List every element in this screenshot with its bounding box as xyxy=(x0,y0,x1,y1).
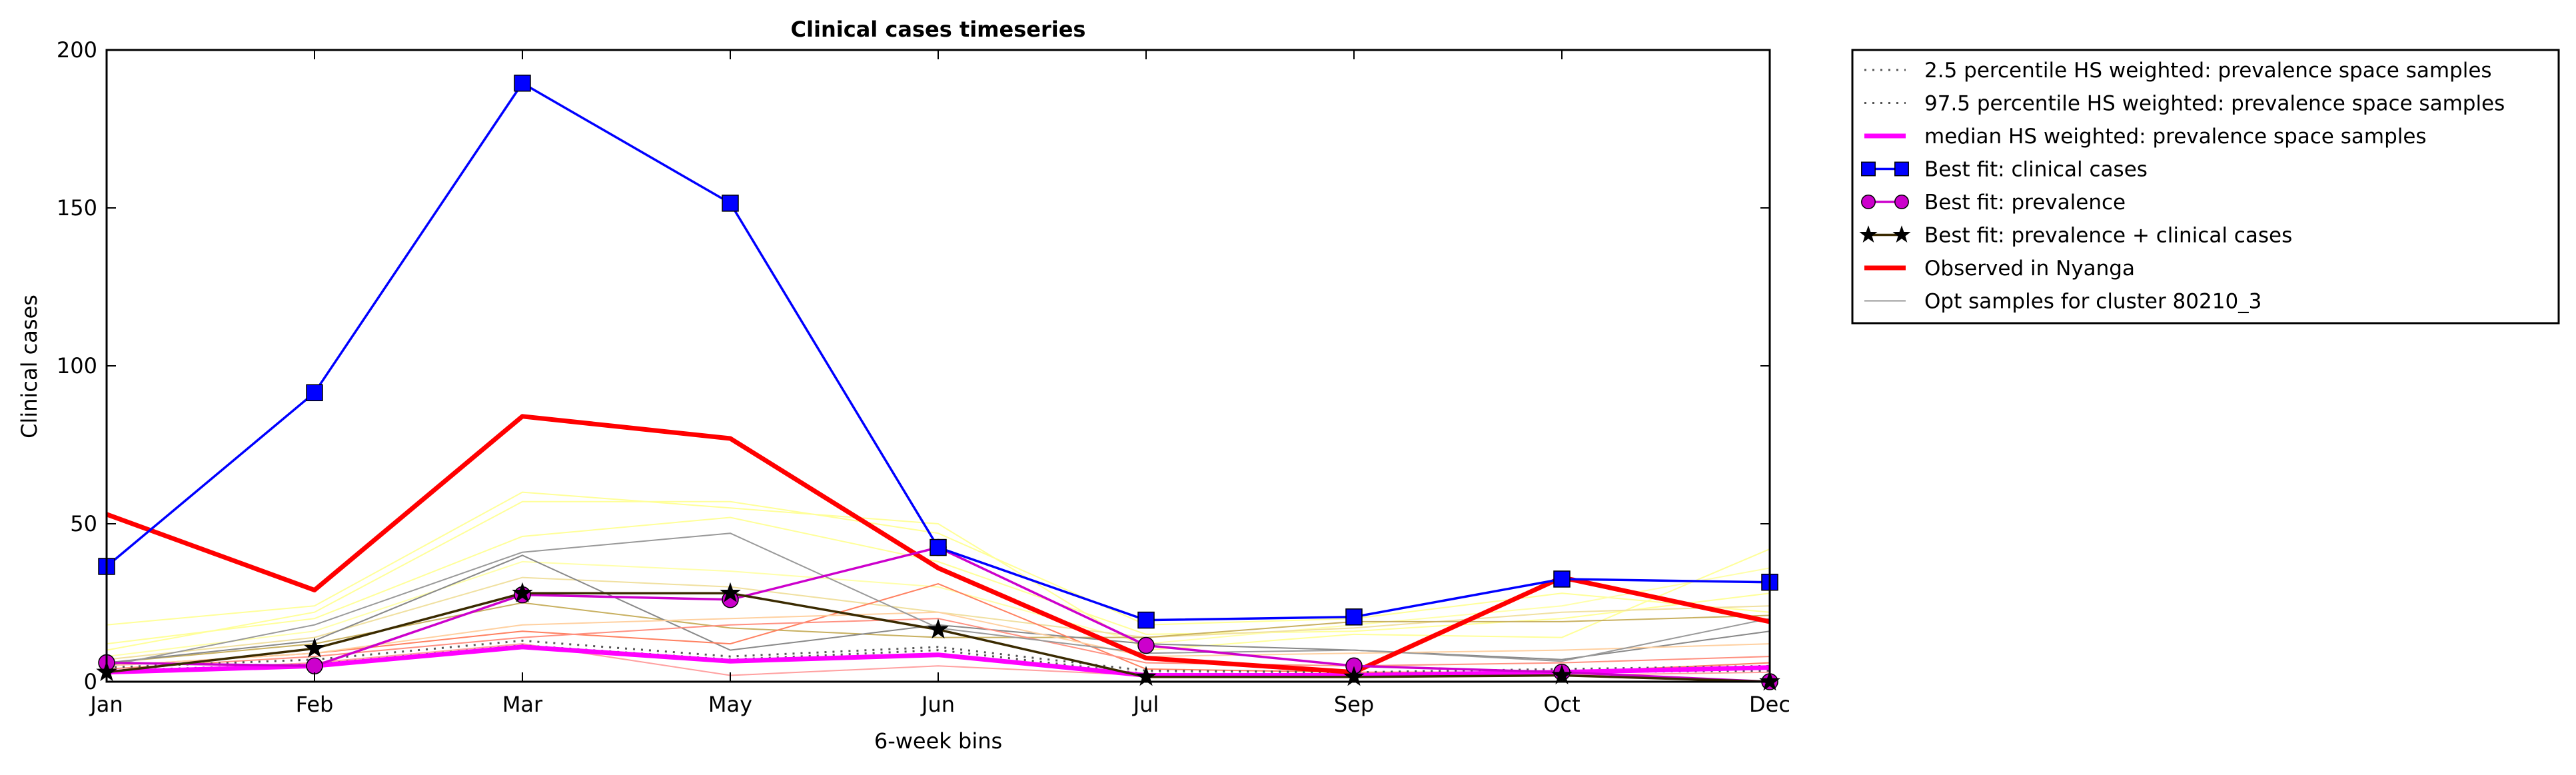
legend-entry-label: Opt samples for cluster 80210_3 xyxy=(1924,290,2261,314)
y-tick-label: 200 xyxy=(57,37,97,63)
opt-sample-line xyxy=(106,611,1770,667)
data-point-best-fit-prevalence-clinical-cases xyxy=(304,637,325,658)
x-tick-label: Mar xyxy=(502,692,543,717)
legend-entry-label: 97.5 percentile HS weighted: prevalence … xyxy=(1924,92,2505,116)
y-tick-label: 150 xyxy=(57,195,97,221)
data-point-best-fit-clinical-cases xyxy=(722,195,739,212)
series-line-97-5-percentile-hs-weighted-prevalence-space-samples xyxy=(106,639,1770,674)
legend-entry-label: median HS weighted: prevalence space sam… xyxy=(1924,125,2427,149)
legend-entry-label: Best fit: prevalence xyxy=(1924,191,2126,215)
x-tick-label: Jun xyxy=(920,692,955,717)
legend-entry-label: 2.5 percentile HS weighted: prevalence s… xyxy=(1924,59,2492,83)
legend: 2.5 percentile HS weighted: prevalence s… xyxy=(1851,49,2560,325)
opt-sample-line xyxy=(106,516,1770,645)
legend-entry-label: Best fit: clinical cases xyxy=(1924,158,2148,182)
legend-marker xyxy=(1894,161,1909,177)
y-axis-label: Clinical cases xyxy=(17,295,42,438)
plot-lines xyxy=(105,82,1770,683)
legend-marker xyxy=(1859,225,1878,243)
y-tick-label: 0 xyxy=(84,669,97,694)
data-point-best-fit-clinical-cases xyxy=(930,538,947,556)
legend-marker xyxy=(1892,225,1911,243)
opt-sample-line xyxy=(106,560,1770,658)
data-point-best-fit-prevalence-clinical-cases xyxy=(720,582,741,602)
data-point-best-fit-prevalence-clinical-cases xyxy=(928,618,949,639)
data-point-best-fit-prevalence xyxy=(1137,636,1155,654)
data-point-best-fit-prevalence-clinical-cases xyxy=(512,582,533,602)
x-tick-label: Jul xyxy=(1132,692,1159,717)
y-tick-label: 50 xyxy=(70,511,97,536)
series-line-observed-in-nyanga xyxy=(105,414,1770,675)
legend-marker xyxy=(1894,195,1909,209)
x-tick-label: May xyxy=(708,692,752,717)
data-point-best-fit-clinical-cases xyxy=(1345,608,1363,626)
x-tick-label: Dec xyxy=(1749,692,1790,717)
x-tick-label: Jan xyxy=(89,692,123,717)
data-point-best-fit-clinical-cases xyxy=(1137,611,1155,629)
x-axis-label: 6-week bins xyxy=(874,728,1002,754)
data-point-best-fit-clinical-cases xyxy=(306,384,323,402)
data-point-best-fit-clinical-cases xyxy=(514,75,531,92)
x-tick-label: Sep xyxy=(1334,692,1374,717)
legend-marker xyxy=(1861,195,1876,209)
legend-box xyxy=(1851,49,2560,325)
axis-ticks: 0 50 100 150 200 Jan Feb Mar May Jun Jul Sep Oct Dec xyxy=(57,37,1790,717)
x-tick-label: Feb xyxy=(296,692,334,717)
opt-sample-line xyxy=(106,618,1770,670)
legend-marker xyxy=(1861,161,1876,177)
x-tick-label: Oct xyxy=(1543,692,1580,717)
opt-sample-line xyxy=(106,500,1770,651)
y-tick-label: 100 xyxy=(57,353,97,379)
series-line-median-hs-weighted-prevalence-space-samples xyxy=(106,644,1770,678)
data-point-best-fit-prevalence xyxy=(306,657,323,675)
opt-sample-line xyxy=(106,491,1770,651)
series-line-2-5-percentile-hs-weighted-prevalence-space-samples xyxy=(106,644,1770,675)
legend-entry-label: Best fit: prevalence + clinical cases xyxy=(1924,224,2292,248)
chart-title: Clinical cases timeseries xyxy=(791,17,1086,42)
legend-entry-label: Observed in Nyanga xyxy=(1924,257,2135,281)
data-point-best-fit-clinical-cases xyxy=(1553,570,1571,588)
